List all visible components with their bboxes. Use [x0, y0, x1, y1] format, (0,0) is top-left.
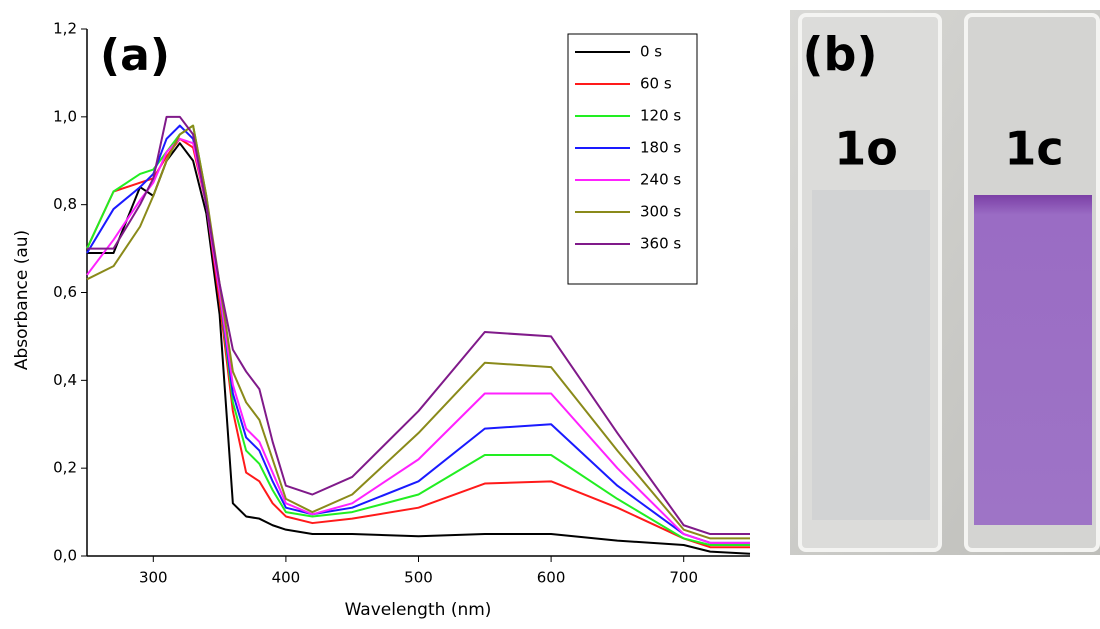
series-line: [86, 124, 750, 547]
series-line: [86, 124, 750, 540]
photo: (b) 1o 1c: [790, 10, 1100, 555]
legend-label: 240 s: [640, 171, 681, 189]
cuvette-liquid: [974, 195, 1092, 525]
y-tick-label: 1,0: [53, 107, 77, 125]
legend-label: 360 s: [640, 235, 681, 253]
cuvette-label: 1c: [1004, 122, 1063, 176]
series-line: [87, 115, 750, 536]
x-tick-label: 500: [404, 569, 433, 587]
panel-label: (a): [100, 30, 170, 81]
legend-label: 60 s: [640, 75, 672, 93]
y-tick-label: 0,2: [53, 459, 77, 477]
legend-box: [567, 33, 698, 285]
x-axis-title: Wavelength (nm): [345, 600, 492, 620]
panel-label: (b): [803, 28, 878, 82]
x-tick-label: 700: [669, 569, 698, 587]
legend-label: 180 s: [640, 139, 681, 157]
legend-label: 300 s: [640, 203, 681, 221]
cuvette-liquid: [812, 190, 930, 520]
y-axis-title: Absorbance (au): [12, 230, 32, 370]
y-tick-label: 0,8: [53, 195, 77, 213]
y-tick-label: 0,6: [53, 283, 77, 301]
cuvette-label: 1o: [834, 122, 898, 176]
y-tick-label: 1,2: [53, 20, 77, 38]
series-line: [86, 124, 750, 544]
x-tick-label: 600: [537, 569, 566, 587]
y-tick-label: 0,4: [53, 371, 77, 389]
y-tick-label: 0,0: [53, 547, 77, 565]
x-tick-label: 400: [272, 569, 301, 587]
series-line: [86, 137, 750, 544]
legend-label: 0 s: [640, 43, 662, 61]
legend-label: 120 s: [640, 107, 681, 125]
x-tick-label: 300: [139, 569, 168, 587]
